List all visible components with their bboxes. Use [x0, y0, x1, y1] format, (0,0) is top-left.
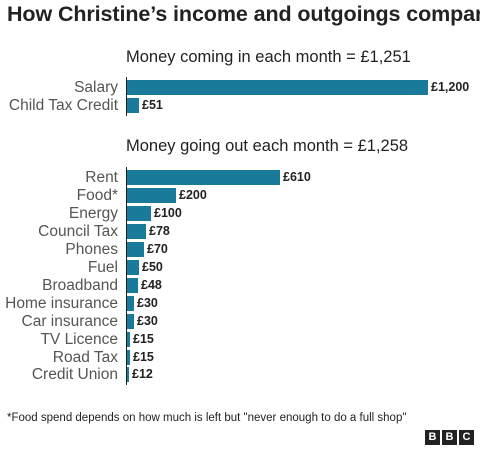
- outgoings-value-label: £30: [137, 296, 158, 310]
- outgoings-value-label: £610: [283, 170, 311, 184]
- outgoings-category-label: Credit Union: [31, 366, 118, 383]
- outgoings-bar: [126, 224, 146, 239]
- outgoings-category-label: Council Tax: [38, 223, 118, 240]
- outgoings-bar: [126, 170, 280, 185]
- income-value-label: £1,200: [431, 80, 470, 94]
- outgoings-value-label: £15: [133, 332, 154, 346]
- outgoings-bar: [126, 242, 144, 257]
- outgoings-category-label: Broadband: [42, 277, 118, 294]
- outgoings-category-label: Rent: [85, 169, 118, 186]
- outgoings-bar: [126, 188, 176, 203]
- outgoings-category-label: TV Licence: [40, 331, 118, 348]
- outgoings-value-label: £15: [133, 350, 154, 364]
- income-value-label: £51: [142, 98, 163, 112]
- logo-letter-b2: B: [442, 430, 457, 445]
- outgoings-bar: [126, 332, 130, 347]
- outgoings-value-label: £30: [137, 314, 158, 328]
- outgoings-category-label: Energy: [68, 205, 118, 222]
- outgoings-value-label: £70: [147, 242, 168, 256]
- outgoings-value-label: £100: [154, 206, 182, 220]
- outgoings-category-label: Car insurance: [21, 313, 119, 330]
- outgoings-bar: [126, 314, 134, 329]
- income-bar: [126, 98, 139, 113]
- outgoings-value-label: £200: [179, 188, 207, 202]
- income-heading: Money coming in each month = £1,251: [126, 48, 411, 66]
- outgoings-bar: [126, 350, 130, 365]
- income-category-label: Child Tax Credit: [8, 97, 118, 114]
- outgoings-category-label: Road Tax: [52, 349, 118, 366]
- outgoings-value-label: £78: [149, 224, 170, 238]
- logo-letter-c: C: [459, 430, 474, 445]
- outgoings-bar: [126, 260, 139, 275]
- outgoings-category-label: Home insurance: [5, 295, 118, 312]
- chart-title: How Christine’s income and outgoings com…: [7, 2, 480, 26]
- outgoings-value-label: £12: [132, 367, 153, 381]
- outgoings-bar: [126, 206, 151, 221]
- outgoings-heading: Money going out each month = £1,258: [126, 137, 409, 155]
- outgoings-bar: [126, 296, 134, 311]
- income-bar: [126, 80, 428, 95]
- outgoings-value-label: £50: [142, 260, 163, 274]
- bbc-logo: B B C: [425, 430, 474, 445]
- footnote: *Food spend depends on how much is left …: [7, 412, 407, 424]
- outgoings-category-label: Food*: [76, 187, 118, 204]
- income-category-label: Salary: [74, 79, 118, 96]
- outgoings-category-label: Fuel: [87, 259, 118, 276]
- income-axis-line: [126, 77, 127, 116]
- outgoings-bar: [126, 278, 138, 293]
- outgoings-value-label: £48: [141, 278, 162, 292]
- logo-letter-b1: B: [425, 430, 440, 445]
- outgoings-bar: [126, 367, 129, 382]
- outgoings-category-label: Phones: [65, 241, 118, 258]
- outgoings-axis-line: [126, 167, 127, 385]
